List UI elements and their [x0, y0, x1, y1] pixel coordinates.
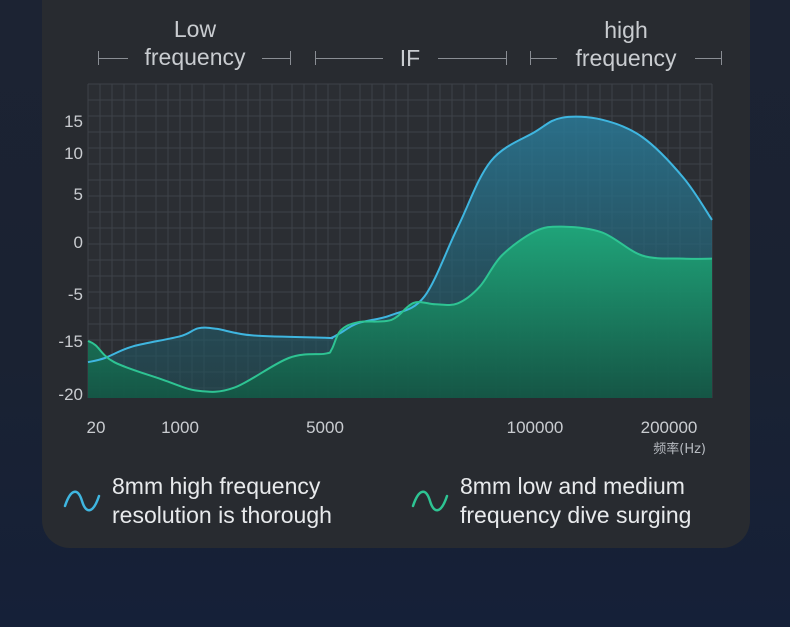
legend-low-wave-icon — [411, 490, 449, 512]
legend-high-line1: 8mm high frequency — [112, 473, 321, 499]
y-tick-label: -20 — [58, 385, 83, 404]
band-divider — [530, 58, 557, 59]
legend-low-line1: 8mm low and medium — [460, 473, 685, 499]
y-tick-label: 0 — [74, 233, 83, 252]
series-lines — [87, 115, 713, 393]
x-tick-label: 20 — [87, 418, 106, 437]
band-divider — [290, 51, 291, 65]
band-divider — [506, 51, 507, 65]
x-tick-label: 100000 — [507, 418, 564, 437]
band-high-line2: frequency — [575, 45, 677, 71]
x-tick-label: 200000 — [641, 418, 698, 437]
band-high-label: high frequency — [556, 16, 696, 72]
y-tick-label: -5 — [68, 285, 83, 304]
legend-high-wave-icon — [63, 490, 101, 512]
x-axis-unit-label: 频率(Hz) — [653, 441, 706, 457]
x-axis-ticks: 20 1000 5000 100000 200000 — [87, 418, 698, 437]
band-high-line1: high — [604, 17, 648, 43]
band-divider — [721, 51, 722, 65]
band-if-label: IF — [380, 44, 440, 72]
y-axis-ticks: 15 10 5 0 -5 -15 -20 — [58, 112, 83, 404]
x-tick-label: 5000 — [306, 418, 344, 437]
band-divider — [438, 58, 506, 59]
y-tick-label: 10 — [64, 144, 83, 163]
y-tick-label: 15 — [64, 112, 83, 131]
series-areas — [88, 116, 712, 398]
y-tick-label: -15 — [58, 332, 83, 351]
y-tick-label: 5 — [74, 185, 83, 204]
band-low-line2: frequency — [144, 44, 246, 70]
x-tick-label: 1000 — [161, 418, 199, 437]
band-divider — [695, 58, 721, 59]
series-line-low-medium — [87, 225, 713, 393]
band-if-line2: IF — [399, 45, 421, 71]
legend-low-line2: frequency dive surging — [460, 502, 692, 528]
band-low-line1: Low — [173, 16, 217, 42]
legend-high-frequency: 8mm high frequency resolution is thoroug… — [112, 472, 332, 530]
legend-high-line2: resolution is thorough — [112, 502, 332, 528]
legend-low-medium-frequency: 8mm low and medium frequency dive surgin… — [460, 472, 691, 530]
band-divider — [98, 58, 128, 59]
band-divider — [262, 58, 290, 59]
band-divider — [315, 58, 383, 59]
series-area-low-medium — [88, 226, 712, 398]
band-low-label: Low frequency — [130, 15, 260, 71]
